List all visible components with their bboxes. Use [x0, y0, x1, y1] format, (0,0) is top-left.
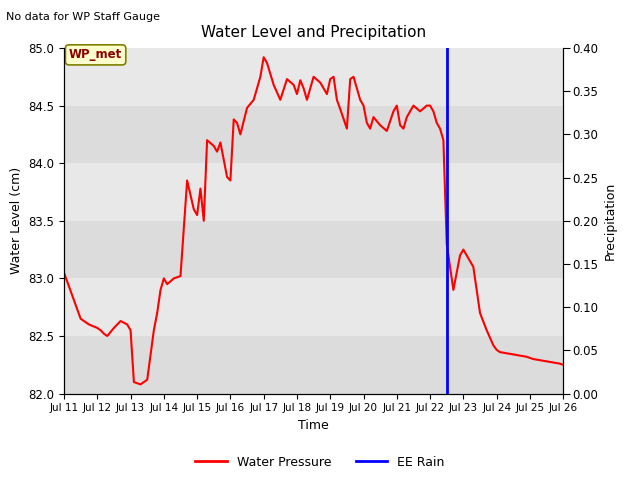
Bar: [64, 106, 563, 163]
Bar: [64, 48, 563, 106]
Title: Water Level and Precipitation: Water Level and Precipitation: [201, 25, 426, 40]
Y-axis label: Water Level (cm): Water Level (cm): [10, 167, 23, 275]
Y-axis label: Precipitation: Precipitation: [604, 181, 617, 260]
Text: WP_met: WP_met: [69, 48, 122, 61]
Bar: [64, 278, 563, 336]
Legend: Water Pressure, EE Rain: Water Pressure, EE Rain: [190, 451, 450, 474]
Bar: [64, 163, 563, 221]
Bar: [64, 221, 563, 278]
X-axis label: Time: Time: [298, 419, 329, 432]
Text: No data for WP Staff Gauge: No data for WP Staff Gauge: [6, 12, 161, 22]
Bar: [64, 336, 563, 394]
